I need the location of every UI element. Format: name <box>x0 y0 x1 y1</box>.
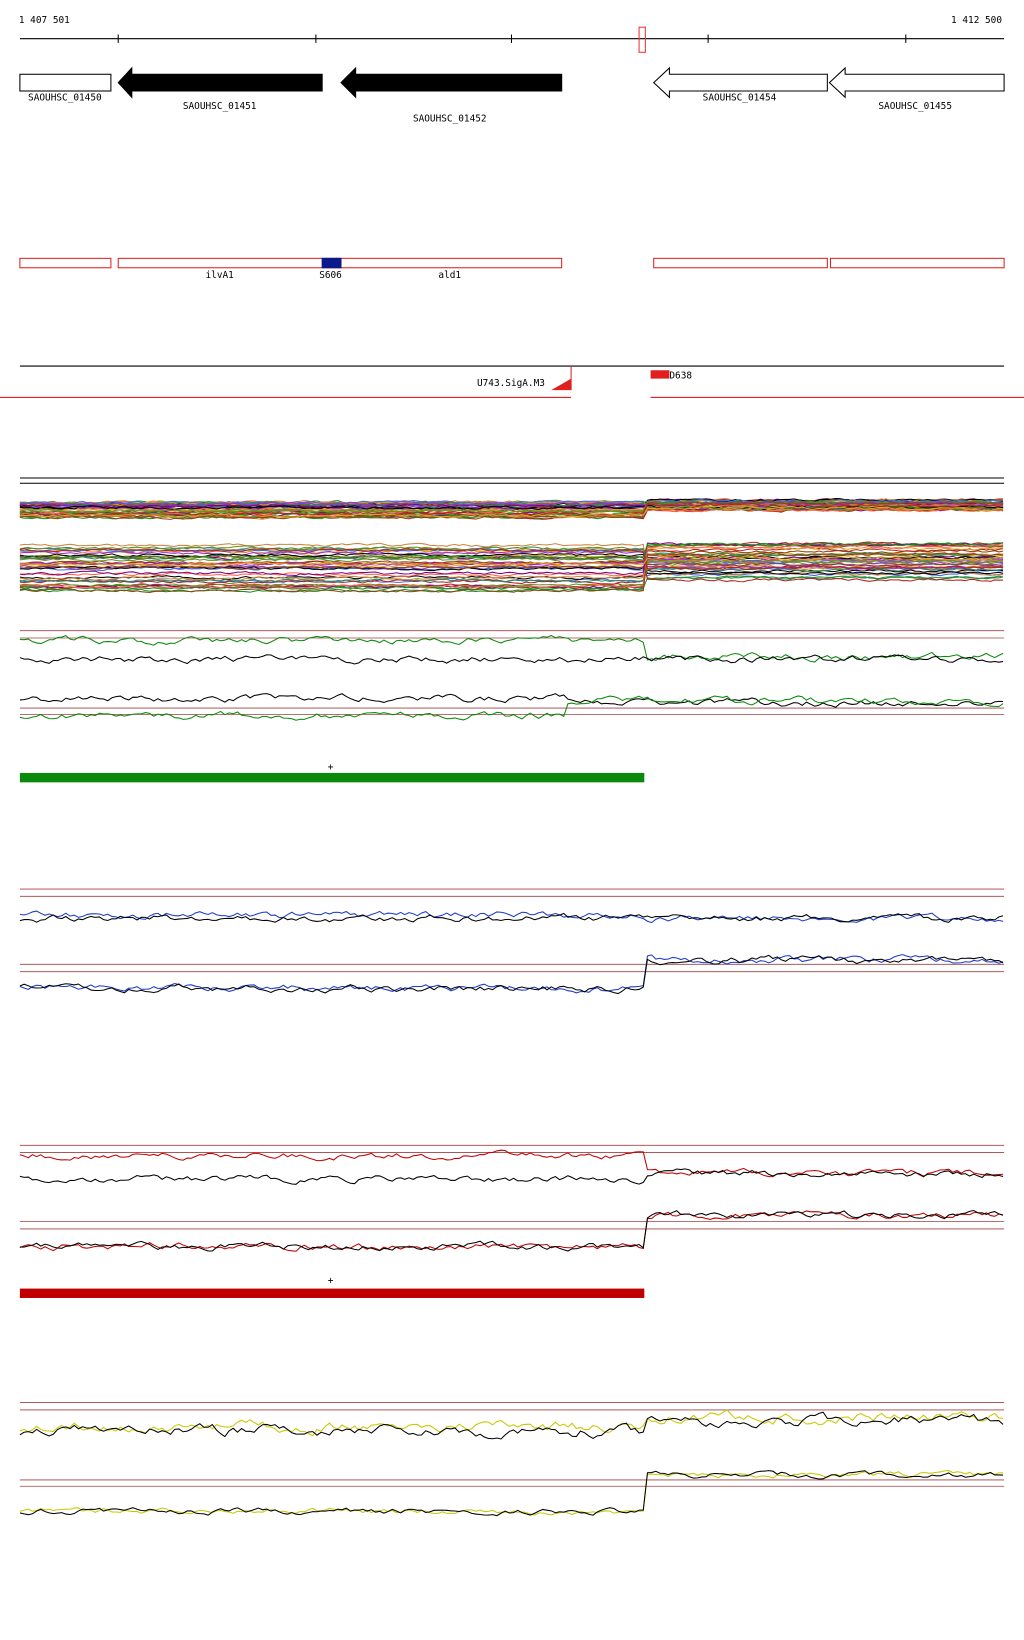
strand-mark: + <box>328 1275 334 1286</box>
signal-line <box>19 1149 1004 1178</box>
signal-line <box>19 1470 1004 1516</box>
signal-line <box>19 912 1004 923</box>
strand-bar <box>19 772 645 783</box>
features <box>19 257 1005 269</box>
signal-line <box>19 1209 1004 1252</box>
signal-line <box>19 1409 1004 1437</box>
signal-line <box>19 542 1004 577</box>
signal-line <box>19 954 1004 995</box>
signal-line <box>19 545 1004 564</box>
gene-label: SAOUHSC_01450 <box>28 92 102 103</box>
ruler-end: 1 412 500 <box>951 15 1002 26</box>
signal-line <box>19 693 1004 708</box>
feature-label: S606 <box>319 270 342 281</box>
signal-line <box>19 552 1004 594</box>
signal-line <box>19 910 1004 924</box>
signal-line <box>19 1470 1004 1517</box>
signal-line <box>19 562 1004 571</box>
signal-line <box>19 569 1004 581</box>
ruler-start: 1 407 501 <box>19 15 70 26</box>
signal-line <box>19 695 1004 721</box>
ruler <box>19 26 1005 53</box>
feature-label: ilvA1 <box>206 270 235 281</box>
signal-line <box>19 505 1004 517</box>
signal-line <box>19 505 1004 518</box>
signal-line <box>19 560 1004 588</box>
genes <box>19 66 1005 99</box>
strand-mark: + <box>328 762 334 773</box>
signal-line <box>19 544 1004 589</box>
gene-label: SAOUHSC_01451 <box>183 101 257 112</box>
signal-line <box>19 575 1004 591</box>
signal-line <box>19 543 1004 559</box>
signal-line <box>19 565 1004 575</box>
gene-label: SAOUHSC_01454 <box>703 92 777 103</box>
signal-line <box>19 499 1004 514</box>
signal-line <box>19 1168 1004 1185</box>
signal-line <box>19 552 1004 560</box>
signal-line <box>19 547 1004 585</box>
signal-line <box>19 654 1004 665</box>
signal-line <box>19 634 1004 663</box>
feature-label: ald1 <box>438 270 461 281</box>
promoter-label: U743.SigA.M3 <box>477 378 545 389</box>
signal-line <box>19 542 1004 576</box>
gene-label: SAOUHSC_01455 <box>878 101 952 112</box>
signal-line <box>19 561 1004 570</box>
signal-line <box>19 542 1004 560</box>
signal-line <box>19 555 1004 567</box>
strand-bar <box>19 1288 645 1298</box>
signal-line <box>19 548 1004 571</box>
signal-line <box>19 501 1004 507</box>
gene-label: SAOUHSC_01452 <box>413 113 487 124</box>
promoter-label: D638 <box>669 371 692 382</box>
signal-line <box>19 550 1004 563</box>
signal-line <box>19 1210 1004 1252</box>
expression-tracks <box>19 477 1005 1517</box>
signal-line <box>19 503 1004 517</box>
signal-line <box>19 566 1004 583</box>
signal-line <box>19 500 1004 520</box>
signal-line <box>19 1411 1004 1440</box>
